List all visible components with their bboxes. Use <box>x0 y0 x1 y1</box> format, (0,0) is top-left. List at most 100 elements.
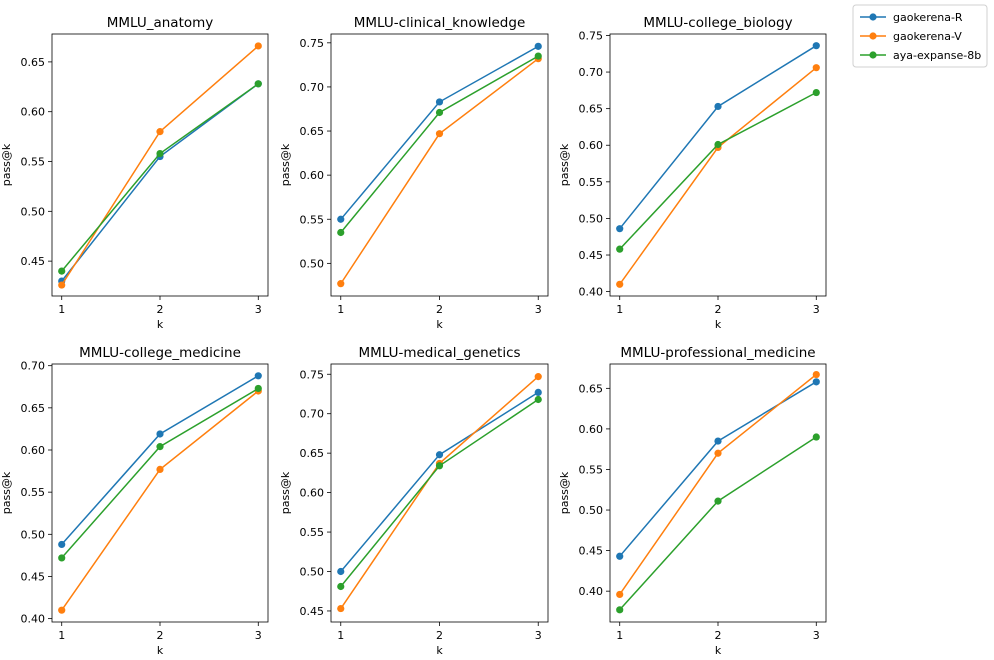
subplot-title: MMLU-clinical_knowledge <box>354 15 526 31</box>
y-tick-label: 0.60 <box>579 139 604 152</box>
data-point-gaokerena-R <box>435 451 444 459</box>
y-tick-label: 0.55 <box>300 526 325 539</box>
y-tick-label: 0.50 <box>579 504 604 517</box>
y-axis-label: pass@k <box>0 143 13 186</box>
data-point-gaokerena-R <box>58 540 66 549</box>
data-point-gaokerena-R <box>156 430 164 438</box>
y-tick-label: 0.50 <box>300 257 325 270</box>
x-tick-label: 1 <box>616 629 623 642</box>
y-tick-label: 0.45 <box>579 545 604 558</box>
legend-label: gaokerena-R <box>893 11 963 24</box>
series-line-gaokerena-R <box>61 375 259 545</box>
data-point-gaokerena-R <box>435 98 444 106</box>
data-point-gaokerena-V <box>58 281 66 289</box>
subplot-5: MMLU-medical_genetics 0.45 0.50 0.55 0.60 0.6… <box>279 345 549 657</box>
y-tick-label: 0.55 <box>300 213 325 226</box>
y-tick-label: 0.55 <box>579 463 604 476</box>
data-point-gaokerena-V <box>534 373 542 381</box>
subplot-1: MMLU_anatomy 0.45 0.50 0.55 0.60 0.65 1 2 3 k pass… <box>0 15 269 331</box>
subplot-2: MMLU-clinical_knowledge 0.50 0.55 0.60 0.65 0… <box>279 15 549 331</box>
y-tick-label: 0.75 <box>300 37 325 50</box>
y-tick-label: 0.55 <box>21 156 46 169</box>
y-tick-label: 0.40 <box>21 613 46 626</box>
legend-marker <box>869 13 877 21</box>
x-tick-label: 2 <box>436 629 443 642</box>
legend-label: aya-expanse-8b <box>893 49 981 62</box>
subplot-title: MMLU-professional_medicine <box>620 345 815 361</box>
y-tick-label: 0.55 <box>21 486 46 499</box>
subplot-title: MMLU-college_medicine <box>79 345 241 361</box>
y-axis-label: pass@k <box>558 143 571 186</box>
legend-box <box>852 4 988 68</box>
data-point-aya-expanse-8b <box>534 52 542 60</box>
axes-frame <box>51 33 269 297</box>
x-tick-label: 3 <box>813 629 820 642</box>
data-point-gaokerena-R <box>254 372 262 380</box>
data-point-gaokerena-R <box>714 102 722 111</box>
data-point-aya-expanse-8b <box>714 497 722 505</box>
x-axis-label: k <box>715 318 722 331</box>
data-point-gaokerena-V <box>58 606 66 614</box>
y-tick-label: 0.60 <box>21 106 46 119</box>
y-tick-label: 0.50 <box>21 205 46 218</box>
y-tick-label: 0.65 <box>579 103 604 116</box>
y-tick-label: 0.65 <box>300 447 325 460</box>
data-point-gaokerena-R <box>616 225 624 233</box>
x-tick-label: 2 <box>157 303 164 316</box>
y-axis-label: pass@k <box>0 471 13 514</box>
subplot-title: MMLU-medical_genetics <box>358 345 520 361</box>
data-point-gaokerena-V <box>337 604 345 613</box>
y-tick-label: 0.70 <box>300 81 325 94</box>
x-tick-label: 1 <box>337 629 344 642</box>
y-axis-label: pass@k <box>558 471 571 514</box>
x-axis-label: k <box>436 318 443 331</box>
data-point-gaokerena-V <box>714 449 722 457</box>
data-point-aya-expanse-8b <box>714 140 722 149</box>
y-tick-label: 0.75 <box>300 368 325 381</box>
y-tick-label: 0.65 <box>579 382 604 395</box>
series-line-gaokerena-V <box>619 67 817 285</box>
axes-frame <box>609 363 827 623</box>
y-tick-label: 0.40 <box>579 286 604 299</box>
series-line-gaokerena-V <box>340 58 539 285</box>
axes-frame <box>51 363 269 623</box>
y-axis-label: pass@k <box>279 143 292 186</box>
y-tick-label: 0.60 <box>300 169 325 182</box>
x-tick-label: 3 <box>535 629 542 642</box>
x-tick-label: 1 <box>337 303 344 316</box>
x-tick-label: 3 <box>535 303 542 316</box>
data-point-gaokerena-R <box>714 437 722 445</box>
data-point-aya-expanse-8b <box>58 267 66 275</box>
axes-frame <box>330 363 549 623</box>
series-line-gaokerena-R <box>619 381 817 557</box>
axes-frame <box>609 33 827 297</box>
data-point-gaokerena-R <box>337 567 345 576</box>
y-tick-label: 0.50 <box>300 566 325 579</box>
x-tick-label: 2 <box>715 629 722 642</box>
y-tick-label: 0.65 <box>21 402 46 415</box>
data-point-gaokerena-V <box>254 42 262 50</box>
data-point-gaokerena-V <box>812 370 820 379</box>
data-point-gaokerena-R <box>534 42 542 50</box>
series-line-gaokerena-R <box>61 83 259 282</box>
data-point-aya-expanse-8b <box>254 384 262 393</box>
y-tick-label: 0.45 <box>21 255 46 268</box>
data-point-gaokerena-V <box>616 280 624 288</box>
series-line-aya-expanse-8b <box>619 91 817 250</box>
y-tick-label: 0.45 <box>21 570 46 583</box>
subplot-title: MMLU-college_biology <box>643 15 792 31</box>
series-line-aya-expanse-8b <box>340 55 539 233</box>
subplot-title: MMLU_anatomy <box>107 15 214 31</box>
legend-label: gaokerena-V <box>893 30 962 43</box>
x-axis-label: k <box>157 318 164 331</box>
y-tick-label: 0.50 <box>579 212 604 225</box>
y-tick-label: 0.55 <box>579 176 604 189</box>
x-axis-label: k <box>715 644 722 657</box>
y-tick-label: 0.65 <box>21 56 46 69</box>
series-line-gaokerena-V <box>61 390 259 611</box>
x-tick-label: 3 <box>255 629 262 642</box>
x-tick-label: 2 <box>436 303 443 316</box>
legend-marker <box>869 32 877 40</box>
y-tick-label: 0.40 <box>579 585 604 598</box>
y-tick-label: 0.50 <box>21 528 46 541</box>
